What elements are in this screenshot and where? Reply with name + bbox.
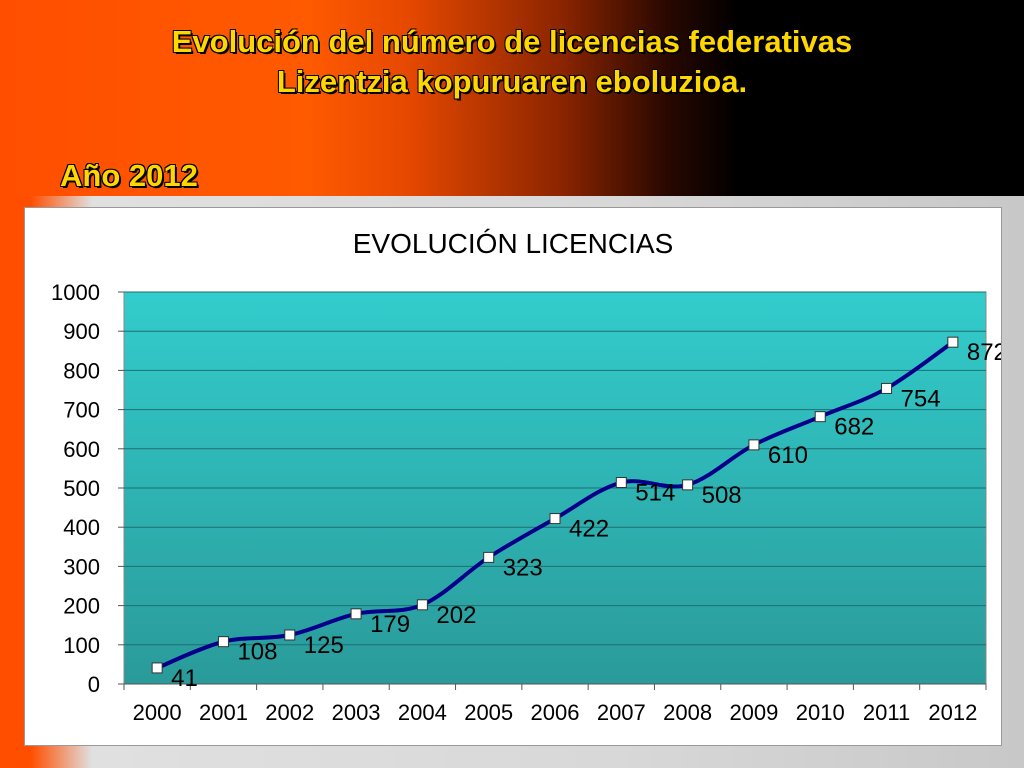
data-point: [416, 599, 428, 611]
chart-title: EVOLUCIÓN LICENCIAS: [352, 228, 674, 259]
data-label: 610: [768, 442, 808, 469]
data-point: [350, 608, 362, 620]
x-tick-label: 2010: [796, 700, 845, 725]
data-label: 422: [569, 516, 609, 543]
data-label: 323: [503, 554, 543, 581]
x-tick-label: 2005: [464, 700, 513, 725]
x-tick-label: 2000: [133, 700, 182, 725]
data-label: 872: [967, 339, 1001, 366]
data-point: [284, 629, 296, 641]
slide-title-line2: Lizentzia kopuruaren eboluzioa.: [276, 64, 748, 99]
data-point: [947, 336, 959, 348]
data-point: [615, 477, 627, 489]
data-label: 754: [901, 385, 941, 412]
x-tick-label: 2009: [729, 700, 778, 725]
y-tick-label: 400: [63, 515, 100, 540]
x-tick-label: 2007: [597, 700, 646, 725]
slide-year: Año 2012: [60, 158, 198, 193]
data-label: 125: [304, 632, 344, 659]
data-label: 508: [702, 482, 742, 509]
data-label: 682: [834, 414, 874, 441]
x-tick-label: 2003: [332, 700, 381, 725]
x-tick-label: 2011: [863, 700, 910, 725]
data-label: 41: [171, 665, 198, 692]
slide-title: Evolución del número de licencias federa…: [0, 22, 1024, 102]
x-tick-label: 2002: [265, 700, 314, 725]
data-point: [549, 513, 561, 525]
x-tick-label: 2004: [398, 700, 447, 725]
data-point: [881, 382, 893, 394]
y-tick-label: 800: [63, 358, 100, 383]
x-tick-label: 2008: [663, 700, 712, 725]
x-tick-label: 2001: [199, 700, 248, 725]
data-label: 202: [436, 602, 476, 629]
data-point: [217, 636, 229, 648]
y-tick-label: 900: [63, 319, 100, 344]
y-tick-label: 100: [63, 633, 100, 658]
chart-card: EVOLUCIÓN LICENCIAS 0 100 200 300 400 500 600 7…: [24, 207, 1002, 746]
data-label: 179: [370, 611, 410, 638]
line-chart: 0 100 200 300 400 500 600 700 800 900 1000 2000 2001…: [51, 280, 1001, 725]
data-point: [682, 479, 694, 491]
data-label: 514: [635, 480, 675, 507]
y-tick-label: 0: [88, 672, 100, 697]
y-tick-label: 300: [63, 554, 100, 579]
y-tick-label: 200: [63, 594, 100, 619]
slide-title-line1: Evolución del número de licencias federa…: [171, 24, 853, 59]
y-tick-label: 700: [63, 398, 100, 423]
y-tick-label: 1000: [51, 280, 100, 305]
x-tick-label: 2012: [928, 700, 977, 725]
x-tick-label: 2006: [531, 700, 580, 725]
data-label: 108: [237, 639, 277, 666]
data-point: [748, 439, 760, 451]
data-point: [814, 411, 826, 423]
data-point: [483, 551, 495, 563]
data-point: [151, 662, 163, 674]
y-tick-label: 600: [63, 437, 100, 462]
y-tick-label: 500: [63, 476, 100, 501]
